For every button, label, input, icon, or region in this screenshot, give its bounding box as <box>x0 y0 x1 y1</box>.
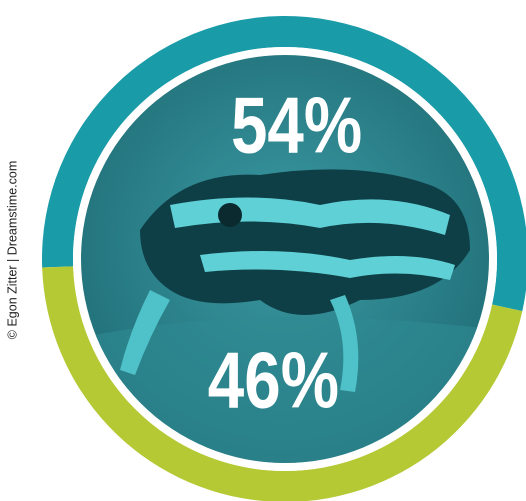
photo-credit: © Egon Zitter | Dreamstime.com <box>5 161 19 339</box>
donut-ring <box>42 16 526 501</box>
photo <box>81 55 489 463</box>
value-label: 46% <box>208 335 339 425</box>
value-label: 54% <box>231 80 362 170</box>
donut-segment <box>42 266 523 501</box>
